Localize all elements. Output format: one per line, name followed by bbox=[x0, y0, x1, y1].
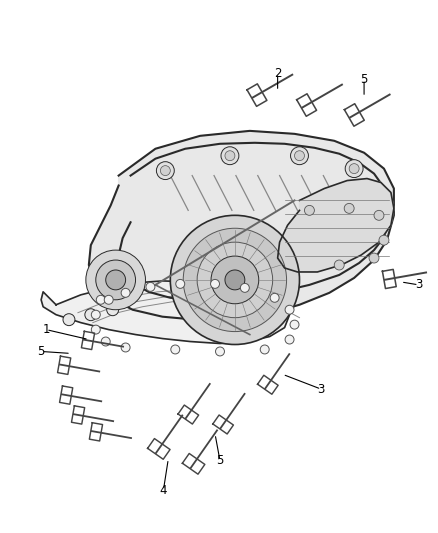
Circle shape bbox=[221, 147, 239, 165]
Text: 5: 5 bbox=[37, 345, 45, 358]
Text: 5: 5 bbox=[360, 72, 368, 86]
Circle shape bbox=[146, 282, 155, 292]
Circle shape bbox=[349, 164, 359, 174]
Circle shape bbox=[197, 242, 273, 318]
Circle shape bbox=[270, 293, 279, 302]
Circle shape bbox=[240, 284, 249, 292]
Circle shape bbox=[294, 151, 304, 160]
Circle shape bbox=[369, 253, 379, 263]
Circle shape bbox=[225, 151, 235, 160]
Circle shape bbox=[214, 278, 226, 290]
Text: 1: 1 bbox=[42, 323, 50, 336]
Circle shape bbox=[344, 204, 354, 213]
Text: 2: 2 bbox=[274, 67, 281, 80]
Circle shape bbox=[107, 304, 119, 316]
Circle shape bbox=[101, 337, 110, 346]
Text: 3: 3 bbox=[318, 383, 325, 395]
Circle shape bbox=[183, 228, 286, 332]
Circle shape bbox=[91, 325, 100, 334]
Circle shape bbox=[96, 295, 105, 304]
Circle shape bbox=[211, 279, 219, 288]
Circle shape bbox=[63, 314, 75, 326]
Circle shape bbox=[260, 345, 269, 354]
Circle shape bbox=[379, 235, 389, 245]
Circle shape bbox=[374, 211, 384, 220]
Circle shape bbox=[171, 345, 180, 354]
Circle shape bbox=[290, 320, 299, 329]
Circle shape bbox=[96, 260, 135, 300]
Circle shape bbox=[285, 335, 294, 344]
Text: 3: 3 bbox=[415, 278, 422, 292]
Circle shape bbox=[264, 292, 276, 304]
Circle shape bbox=[215, 347, 224, 356]
Polygon shape bbox=[278, 179, 394, 272]
Circle shape bbox=[304, 205, 314, 215]
Circle shape bbox=[121, 288, 130, 297]
Circle shape bbox=[121, 343, 130, 352]
Circle shape bbox=[285, 305, 294, 314]
Text: 5: 5 bbox=[216, 454, 224, 467]
Circle shape bbox=[345, 160, 363, 177]
Circle shape bbox=[91, 310, 100, 319]
Circle shape bbox=[156, 161, 174, 180]
Circle shape bbox=[242, 284, 254, 296]
Circle shape bbox=[170, 215, 300, 344]
Polygon shape bbox=[41, 281, 290, 343]
Circle shape bbox=[104, 295, 113, 304]
Circle shape bbox=[211, 256, 259, 304]
Circle shape bbox=[176, 279, 185, 288]
Text: 4: 4 bbox=[159, 484, 167, 497]
Circle shape bbox=[160, 166, 170, 175]
Circle shape bbox=[85, 309, 97, 321]
Circle shape bbox=[106, 270, 126, 290]
Circle shape bbox=[334, 260, 344, 270]
Circle shape bbox=[86, 250, 145, 310]
Circle shape bbox=[290, 147, 308, 165]
Polygon shape bbox=[89, 131, 394, 320]
Circle shape bbox=[225, 270, 245, 290]
